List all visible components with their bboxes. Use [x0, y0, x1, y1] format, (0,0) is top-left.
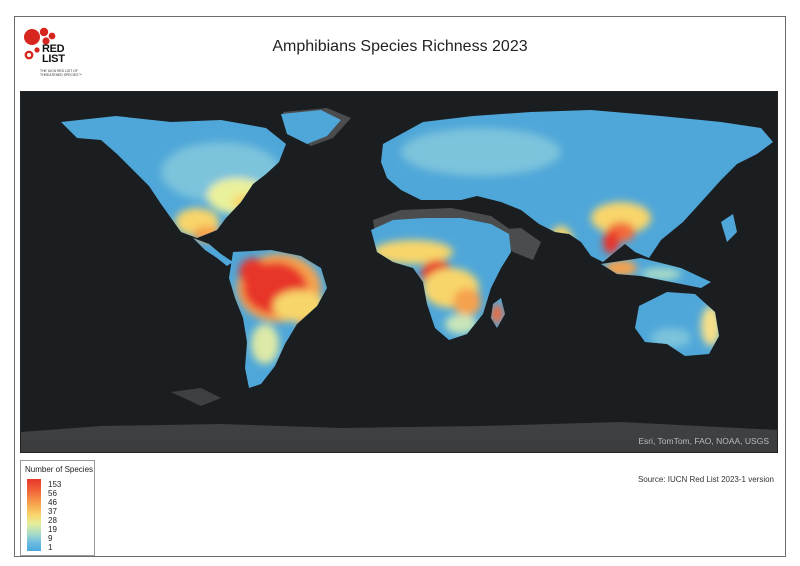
legend-label: 19 — [48, 525, 57, 534]
legend-color-ramp — [27, 479, 41, 551]
iucn-red-list-logo: RED LIST THE IUCN RED LIST OF THREATENED… — [22, 24, 92, 80]
logo-wordmark: RED LIST — [42, 43, 65, 65]
legend-label: 9 — [48, 534, 53, 543]
legend-label: 28 — [48, 516, 57, 525]
legend-title: Number of Species — [25, 465, 94, 474]
legend-label: 46 — [48, 498, 57, 507]
red-list-emblem-icon — [24, 27, 56, 60]
legend-label: 37 — [48, 507, 57, 516]
logo-tagline: THE IUCN RED LIST OF THREATENED SPECIES™ — [40, 69, 82, 77]
legend-label: 56 — [48, 489, 57, 498]
legend: Number of Species 153 56 46 37 28 19 9 1 — [20, 460, 95, 556]
legend-label: 1 — [48, 543, 53, 552]
species-richness-map — [21, 92, 777, 452]
page-frame — [14, 16, 786, 557]
world-map[interactable]: Esri, TomTom, FAO, NOAA, USGS — [20, 91, 778, 453]
source-note: Source: IUCN Red List 2023-1 version — [637, 475, 774, 484]
legend-label: 153 — [48, 480, 62, 489]
map-title: Amphibians Species Richness 2023 — [272, 38, 528, 55]
map-attribution: Esri, TomTom, FAO, NOAA, USGS — [638, 436, 769, 446]
